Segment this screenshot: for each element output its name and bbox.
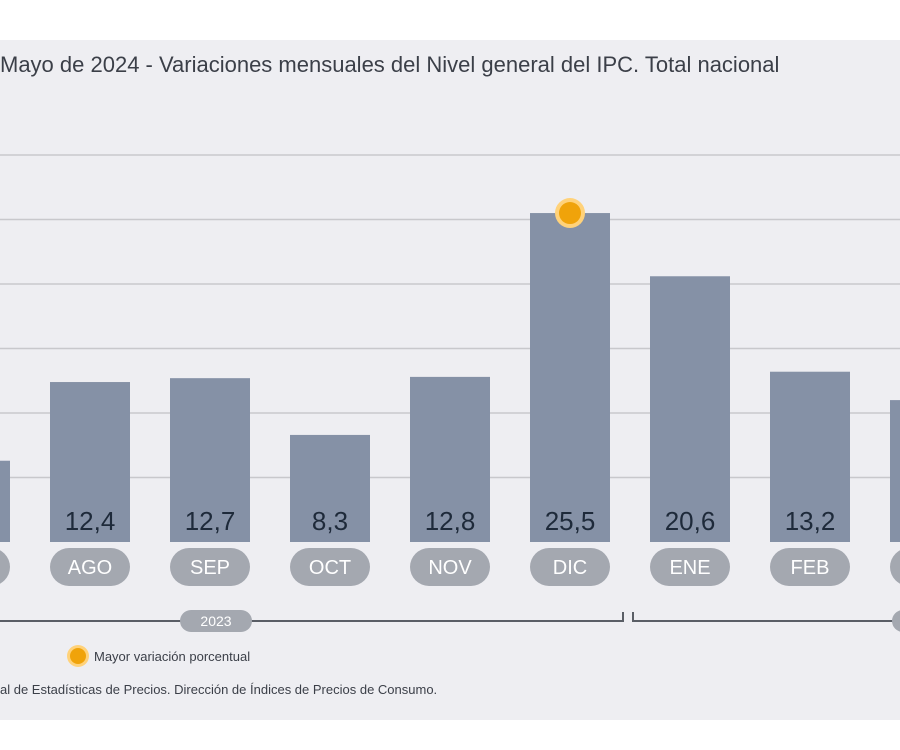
bar xyxy=(530,213,610,543)
year-bracket-2024 xyxy=(632,612,900,622)
bar-value-label: 13,2 xyxy=(785,506,836,536)
category-pill xyxy=(170,548,250,586)
category-pill xyxy=(770,548,850,586)
year-label: 2023 xyxy=(200,613,231,629)
category-pill xyxy=(50,548,130,586)
legend-label: Mayor variación porcentual xyxy=(94,648,251,664)
bar xyxy=(0,460,10,542)
category-pill xyxy=(410,548,490,586)
category-label: NOV xyxy=(428,557,472,579)
bar-value-label: 12,8 xyxy=(425,506,476,536)
category-pill xyxy=(0,550,10,584)
category-label: AGO xyxy=(68,557,112,579)
category-pill xyxy=(530,548,610,586)
bar xyxy=(890,400,900,542)
bar xyxy=(770,371,850,542)
category-pill xyxy=(290,548,370,586)
bar-value-label: 8,3 xyxy=(312,506,348,536)
bar xyxy=(410,376,490,542)
source-note: al de Estadísticas de Precios. Dirección… xyxy=(0,682,438,697)
bar xyxy=(50,382,130,542)
highlight-marker xyxy=(559,202,581,225)
category-label: DIC xyxy=(553,557,587,579)
category-label: SEP xyxy=(190,557,230,579)
year-pill xyxy=(180,610,252,632)
legend: Mayor variación porcentual xyxy=(70,648,250,664)
bar-value-label: 25,5 xyxy=(545,506,596,536)
category-label: OCT xyxy=(309,557,351,579)
bar-value-label: 12,4 xyxy=(65,506,116,536)
bar xyxy=(290,434,370,542)
bar xyxy=(650,276,730,542)
year-pill xyxy=(892,610,900,632)
highlight-marker-icon xyxy=(70,648,86,664)
bar xyxy=(170,378,250,542)
category-pill xyxy=(650,548,730,586)
bar-value-label: 20,6 xyxy=(665,506,716,536)
year-bracket-2023 xyxy=(0,612,624,622)
category-pill xyxy=(890,550,900,584)
category-label: FEB xyxy=(791,557,830,579)
category-label: ENE xyxy=(669,557,710,579)
chart-title: Mayo de 2024 - Variaciones mensuales del… xyxy=(0,52,780,77)
bar-value-label: 12,7 xyxy=(185,506,236,536)
